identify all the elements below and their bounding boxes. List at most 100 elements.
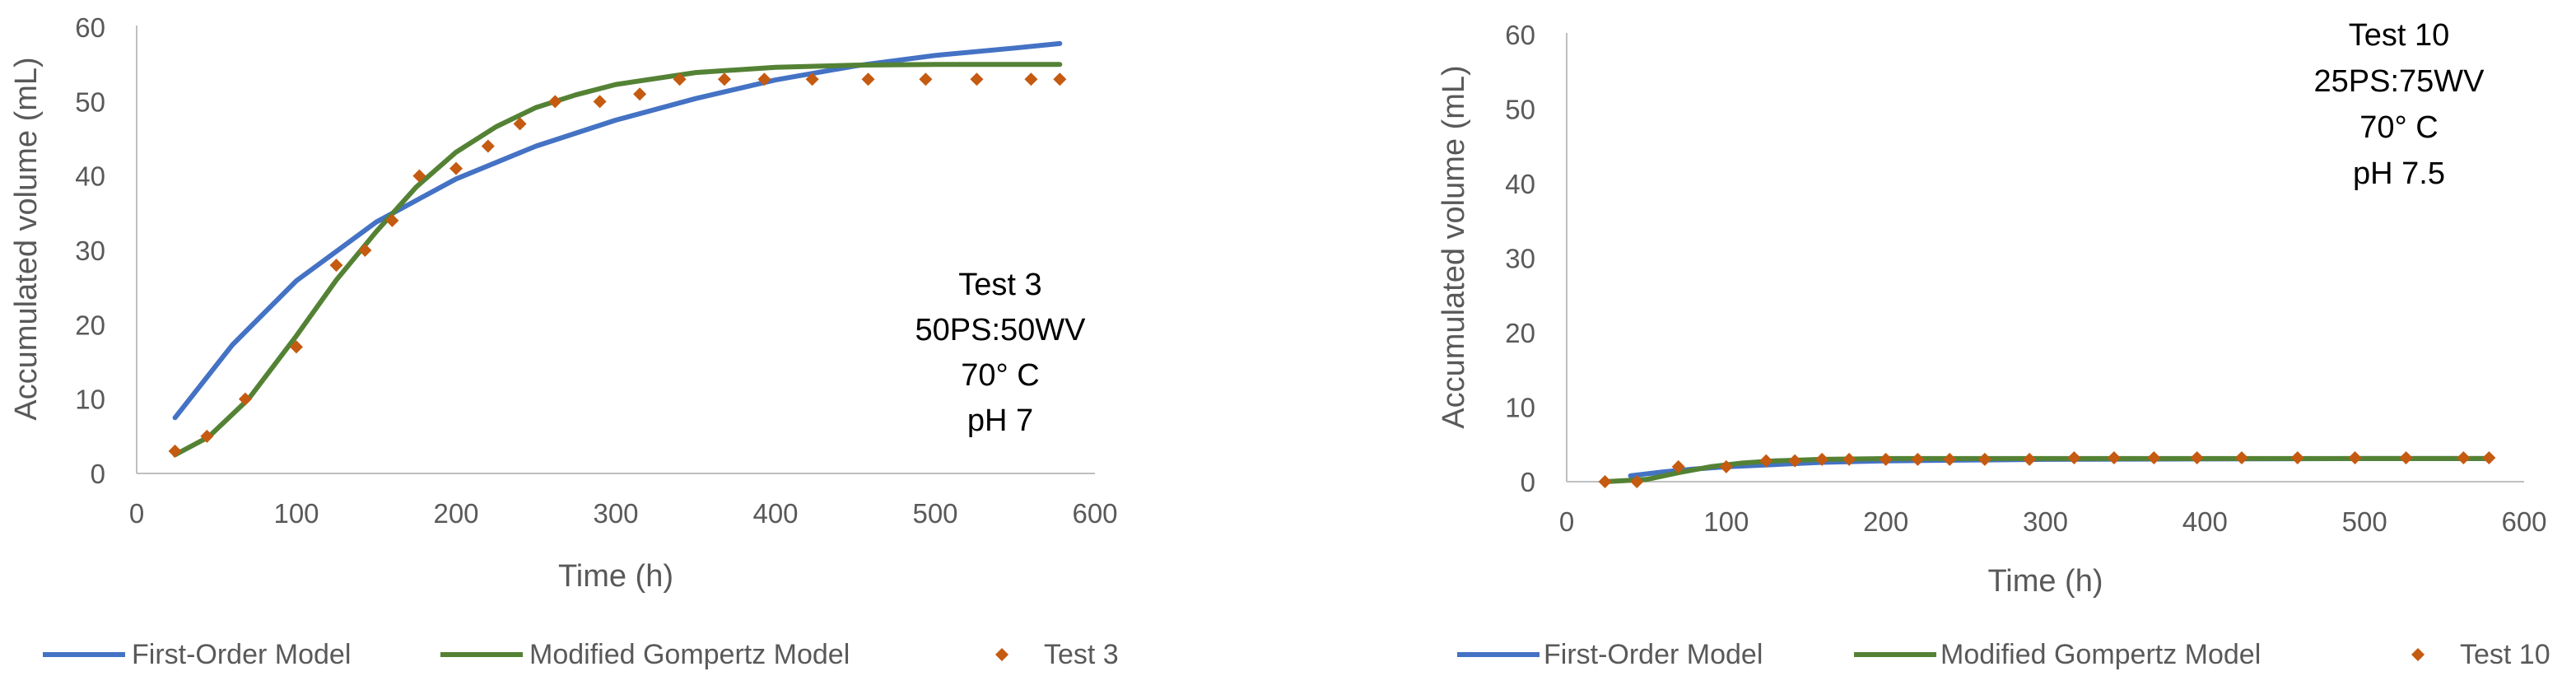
data-point xyxy=(2023,452,2037,466)
y-tick-label: 10 xyxy=(75,385,105,415)
data-point xyxy=(1879,452,1893,466)
annotation-line: 50PS:50WV xyxy=(915,313,1087,347)
legend-marker-test xyxy=(2411,648,2425,661)
data-point xyxy=(2348,451,2362,465)
data-point xyxy=(1719,459,1733,473)
y-tick-label: 0 xyxy=(1521,467,1535,497)
annotation-line: 70° C xyxy=(2359,110,2438,145)
data-point xyxy=(481,139,495,153)
data-point xyxy=(861,72,875,86)
y-tick-label: 20 xyxy=(75,310,105,340)
x-tick-label: 200 xyxy=(1863,506,1908,537)
data-point xyxy=(2399,451,2413,465)
legend: First-Order Model Modified Gompertz Model… xyxy=(43,639,1119,670)
legend-marker-test xyxy=(995,648,1009,661)
data-point xyxy=(450,161,463,175)
data-point xyxy=(168,444,182,458)
data-point xyxy=(548,95,562,109)
data-point xyxy=(1911,452,1925,466)
data-point xyxy=(673,72,687,86)
data-point xyxy=(919,72,933,86)
data-point xyxy=(1598,475,1612,488)
data-point xyxy=(2290,451,2304,465)
annotation-line: 70° C xyxy=(961,358,1039,393)
x-tick-label: 300 xyxy=(2023,506,2068,537)
annotation-line: pH 7 xyxy=(967,403,1033,438)
chart-2: 0 100 200 300 400 500 600 0 10 20 30 40 50 60 Time (h)… xyxy=(1437,18,2550,670)
y-tick-label: 40 xyxy=(75,161,105,192)
y-tick-label: 60 xyxy=(1505,20,1535,50)
annotation-line: Test 10 xyxy=(2349,18,2450,53)
y-tick-label: 30 xyxy=(75,235,105,266)
data-point xyxy=(200,429,214,443)
data-point xyxy=(2190,451,2204,465)
data-point xyxy=(633,87,647,101)
data-point xyxy=(970,72,984,86)
y-tick-label: 50 xyxy=(75,86,105,117)
legend-label: Modified Gompertz Model xyxy=(1940,639,2261,670)
x-tick-label: 500 xyxy=(912,498,957,529)
annotation-line: Test 3 xyxy=(958,268,1041,302)
data-point xyxy=(513,117,527,131)
data-point xyxy=(2482,451,2496,465)
y-tick-label: 30 xyxy=(1505,244,1535,274)
x-tick-label: 200 xyxy=(433,498,478,529)
x-tick-label: 100 xyxy=(1703,506,1749,537)
data-point xyxy=(1759,454,1773,468)
y-tick-label: 10 xyxy=(1505,393,1535,423)
chart-1: 0 100 200 300 400 500 600 0 10 20 30 40 50 60 Time (h)… xyxy=(9,12,1119,670)
x-tick-label: 500 xyxy=(2342,506,2387,537)
legend-label: Test 10 xyxy=(2460,639,2550,670)
x-tick-label: 0 xyxy=(1559,506,1574,537)
data-point xyxy=(290,340,303,354)
annotation-line: 25PS:75WV xyxy=(2314,64,2485,99)
y-tick-label: 60 xyxy=(75,12,105,43)
y-tick-label: 50 xyxy=(1505,95,1535,125)
y-tick-label: 20 xyxy=(1505,318,1535,348)
legend-label: First-Order Model xyxy=(132,639,351,670)
y-tick-label: 0 xyxy=(91,459,105,489)
data-point xyxy=(1842,452,1856,466)
data-point xyxy=(238,392,252,406)
legend-label: Test 3 xyxy=(1044,639,1119,670)
data-point xyxy=(1943,452,1957,466)
series-line-first-order-model xyxy=(172,40,1063,421)
data-point xyxy=(717,72,731,86)
legend-label: First-Order Model xyxy=(1544,639,1763,670)
data-point xyxy=(1053,72,1067,86)
legend: First-Order Model Modified Gompertz Model… xyxy=(1457,639,2550,670)
x-axis-title: Time (h) xyxy=(558,559,673,594)
series-line-modified-gompertz-model xyxy=(172,62,1063,458)
data-point xyxy=(385,213,399,227)
x-tick-label: 300 xyxy=(593,498,638,529)
data-point xyxy=(1630,475,1644,488)
data-point xyxy=(2107,451,2121,465)
data-point xyxy=(1815,452,1829,466)
data-point xyxy=(1671,459,1685,473)
x-tick-label: 600 xyxy=(2501,506,2546,537)
data-point xyxy=(412,169,426,183)
data-point xyxy=(358,244,372,257)
data-point xyxy=(1788,454,1802,468)
legend-label: Modified Gompertz Model xyxy=(529,639,850,670)
data-point xyxy=(1977,452,1991,466)
data-point xyxy=(2234,451,2248,465)
y-axis-title: Accumulated volume (mL) xyxy=(9,57,44,420)
data-point xyxy=(329,259,343,273)
data-point xyxy=(2457,451,2471,465)
data-point xyxy=(805,72,819,86)
annotation-line: pH 7.5 xyxy=(2353,156,2445,191)
x-tick-label: 600 xyxy=(1072,498,1117,529)
data-point xyxy=(2147,451,2161,465)
x-tick-label: 100 xyxy=(273,498,319,529)
data-point xyxy=(2067,451,2081,465)
data-point xyxy=(593,95,607,109)
x-axis-title: Time (h) xyxy=(1987,564,2103,599)
y-axis-title: Accumulated volume (mL) xyxy=(1437,65,1471,428)
data-point xyxy=(1024,72,1038,86)
x-tick-label: 400 xyxy=(752,498,798,529)
x-tick-label: 0 xyxy=(129,498,144,529)
y-tick-label: 40 xyxy=(1505,169,1535,199)
data-point xyxy=(757,72,771,86)
